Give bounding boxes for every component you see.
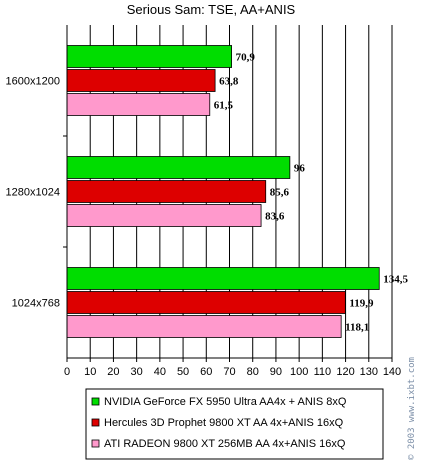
x-tick-label-110: 110 [314, 366, 332, 378]
x-tick-label-40: 40 [154, 366, 166, 378]
bar-value-label: 119,9 [349, 298, 374, 310]
x-tick-label-80: 80 [247, 366, 259, 378]
legend-label-series-3: ATI RADEON 9800 XT 256MB AA 4x+ANIS 16xQ [104, 438, 346, 450]
x-tick-label-10: 10 [84, 366, 96, 378]
bar-1280x1024-series-2 [66, 180, 267, 203]
legend-swatch-series-1 [91, 397, 100, 406]
x-tick-label-100: 100 [290, 366, 308, 378]
bar-1280x1024-series-1 [66, 156, 291, 179]
x-tick-label-60: 60 [200, 366, 212, 378]
x-tick-label-140: 140 [383, 366, 401, 378]
legend-box [85, 388, 384, 460]
category-labels: 1600x1200 1280x1024 1024x768 [6, 76, 60, 310]
bar-1600x1200-series-2 [66, 69, 216, 92]
bar-1024x768-series-2 [66, 291, 346, 314]
bar-value-label: 61,5 [214, 100, 234, 112]
legend-swatch-series-3 [91, 439, 100, 448]
chart-title: Serious Sam: TSE, AA+ANIS [127, 2, 296, 17]
bar-1280x1024-series-3 [66, 204, 262, 227]
x-tick-label-90: 90 [270, 366, 282, 378]
bar-value-label: 118,1 [345, 322, 369, 334]
bar-value-label: 85,6 [270, 187, 290, 199]
watermark-text: © 2003 www.ixbt.com [407, 357, 417, 460]
x-tick-label-120: 120 [336, 366, 354, 378]
bar-value-label: 96 [294, 163, 306, 175]
x-axis-ticks: 0 10 20 30 40 50 60 70 80 90 100 110 120 130 140 [64, 358, 401, 378]
category-label-1600x1200: 1600x1200 [6, 76, 60, 88]
legend-label-series-2: Hercules 3D Prophet 9800 XT AA 4x+ANIS 1… [104, 417, 344, 429]
bar-1600x1200-series-3 [66, 93, 211, 116]
x-tick-label-70: 70 [223, 366, 235, 378]
legend: NVIDIA GeForce FX 5950 Ultra AA4x + ANIS… [85, 388, 384, 460]
bar-value-label: 83,6 [265, 211, 285, 223]
category-label-1280x1024: 1280x1024 [6, 187, 60, 199]
category-label-1024x768: 1024x768 [12, 298, 60, 310]
bar-1600x1200-series-1 [66, 45, 232, 68]
bars: 70,9 63,8 61,5 96 85,6 83,6 134,5 119,9 118,1 [66, 45, 408, 338]
bar-1024x768-series-3 [66, 315, 342, 338]
legend-label-series-1: NVIDIA GeForce FX 5950 Ultra AA4x + ANIS… [104, 396, 347, 408]
x-tick-label-130: 130 [360, 366, 378, 378]
bar-value-label: 70,9 [236, 52, 256, 64]
x-tick-label-50: 50 [177, 366, 189, 378]
x-tick-label-0: 0 [64, 366, 70, 378]
bar-1024x768-series-1 [66, 267, 380, 290]
bar-value-label: 134,5 [383, 274, 408, 286]
watermark: © 2003 www.ixbt.com [407, 357, 417, 460]
bar-value-label: 63,8 [219, 76, 239, 88]
x-tick-label-30: 30 [131, 366, 143, 378]
legend-swatch-series-2 [91, 418, 100, 427]
x-tick-label-20: 20 [107, 366, 119, 378]
